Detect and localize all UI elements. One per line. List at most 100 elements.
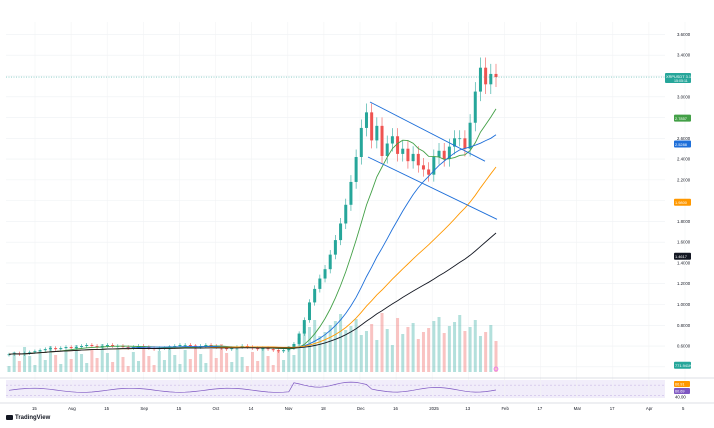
volume-bar: [333, 321, 337, 372]
candle-body: [427, 169, 431, 175]
price-axis-label: 1.6000: [677, 240, 691, 245]
candle-body: [256, 348, 260, 350]
volume-bar: [214, 358, 218, 372]
time-axis-label: 13: [465, 406, 470, 411]
price-tag: [674, 198, 691, 206]
candle-body: [375, 125, 379, 141]
price-tag-label: 2.7857: [675, 116, 687, 121]
volume-bar: [370, 324, 374, 372]
volume-bar: [261, 347, 265, 372]
volume-bar: [323, 332, 327, 372]
volume-bar: [64, 350, 68, 372]
candle-body: [328, 254, 332, 270]
candle-body: [396, 136, 400, 154]
volume-bar: [48, 346, 52, 372]
price-tag-label: XRPUSDT 3.1936: [666, 74, 698, 79]
volume-bar: [468, 327, 472, 372]
price-tag: [674, 252, 691, 260]
volume-bar: [23, 347, 27, 372]
volume-bar: [447, 326, 451, 372]
time-axis-label: Feb: [501, 406, 509, 411]
candle-body: [287, 348, 291, 351]
volume-bar: [416, 339, 420, 372]
volume-bar: [385, 329, 389, 372]
rsi-tag: [674, 388, 690, 394]
candle-body: [126, 347, 130, 349]
candle-body: [225, 348, 229, 350]
price-tag: [674, 140, 691, 148]
volume-bar: [354, 319, 358, 372]
volume-bar: [292, 355, 296, 372]
volume-bar: [157, 351, 161, 372]
volume-bar: [100, 344, 104, 372]
volume-bar: [302, 331, 306, 372]
trendline-lower: [367, 156, 498, 220]
candle-body: [183, 344, 187, 346]
candle-body: [344, 204, 348, 224]
volume-bar: [287, 346, 291, 372]
volume-bar: [85, 363, 89, 372]
price-axis-label: 1.2000: [677, 281, 691, 286]
volume-bar: [209, 349, 213, 372]
rsi-axis-label: 40.00: [675, 395, 686, 400]
volume-bar: [318, 336, 322, 372]
price-axis-label: 0.8000: [677, 323, 691, 328]
price-tag: [674, 114, 691, 122]
candle-body: [48, 348, 52, 350]
price-tag: [665, 73, 691, 84]
candle-body: [416, 153, 420, 166]
volume-bar: [458, 315, 462, 372]
candle-body: [453, 138, 457, 147]
candle-body: [318, 278, 322, 289]
volume-bar: [307, 327, 311, 372]
candle-body: [489, 73, 493, 85]
volume-bar: [442, 333, 446, 372]
candle-body: [90, 344, 94, 347]
candle-body: [339, 223, 343, 241]
volume-bar: [266, 356, 270, 372]
candle-body: [69, 347, 73, 349]
price-tag-label: 771.941K: [675, 363, 692, 368]
candle-body: [380, 125, 384, 156]
candle-body: [33, 351, 37, 353]
volume-bar: [74, 345, 78, 372]
volume-bar: [33, 365, 37, 372]
candle-body: [209, 344, 213, 347]
candle-body: [43, 349, 47, 351]
volume-bar: [396, 318, 400, 372]
candle-body: [354, 157, 358, 182]
candle-body: [463, 138, 467, 149]
volume-bar: [219, 344, 223, 372]
volume-bar: [105, 353, 109, 372]
volume-bar: [126, 366, 130, 372]
candle-body: [484, 67, 488, 85]
volume-bar: [137, 361, 141, 372]
volume-bar: [183, 350, 187, 372]
volume-bar: [199, 354, 203, 372]
candle-body: [468, 122, 472, 149]
candle-body: [80, 346, 84, 348]
volume-bar: [380, 313, 384, 372]
candle-body: [349, 181, 353, 205]
volume-bar: [147, 356, 151, 372]
volume-bar: [17, 361, 21, 372]
time-axis-label: Nov: [285, 406, 293, 411]
alert-marker: [493, 366, 499, 372]
time-axis-label: 2025: [429, 406, 439, 411]
volume-bar: [194, 345, 198, 372]
price-tag-label: 1.9800: [675, 200, 688, 205]
price-axis-label: 2.4000: [677, 157, 691, 162]
rsi-tag-label: 60.69: [675, 389, 685, 393]
volume-bar: [142, 347, 146, 372]
candle-body: [7, 354, 11, 356]
candle-body: [111, 344, 115, 347]
candle-body: [297, 333, 301, 344]
volume-bar: [116, 348, 120, 372]
price-axis-label: 3.0000: [677, 94, 691, 99]
candle-body: [333, 240, 337, 255]
volume-bar: [95, 358, 99, 372]
volume-bar: [240, 357, 244, 372]
candle-body: [261, 348, 265, 350]
volume-bar: [484, 332, 488, 372]
